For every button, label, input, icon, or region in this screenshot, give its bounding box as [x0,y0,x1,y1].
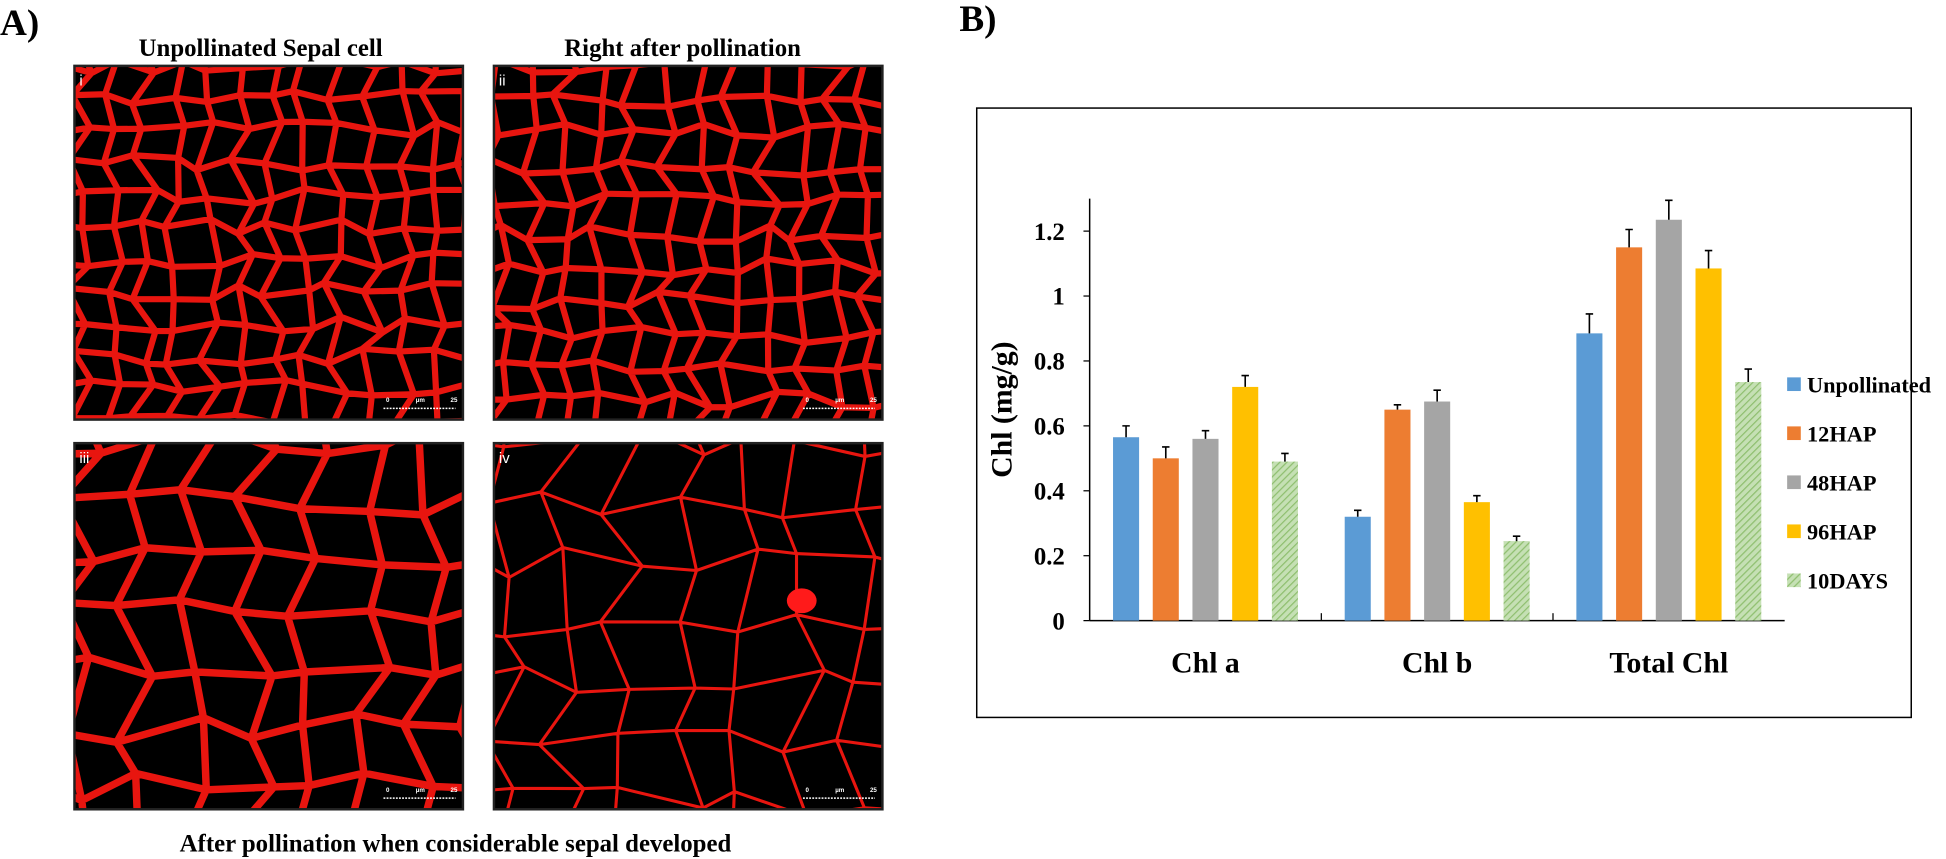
legend-label: 96HAP [1807,519,1876,544]
image-label: iv [499,451,510,467]
caption: After pollination when considerable sepa… [180,830,732,857]
error-bar [1201,429,1210,439]
red-blob [786,588,817,614]
bar [1735,382,1762,621]
bar [1576,333,1603,621]
error-bar [1473,494,1481,503]
error-bar [1512,535,1521,542]
bar [1232,386,1259,621]
bar [1271,461,1298,621]
chart: 0 0.2 0.4 0.6 0.8 1 1.2 Chl (mg/g) Chl a Chl b Tot… [985,198,1932,680]
error-bar [1241,374,1249,387]
y-tick-label: 0.2 [1034,543,1065,570]
error-bar [1354,509,1362,517]
error-bar [1704,249,1713,269]
bar [1655,219,1682,621]
cell-walls [74,65,463,420]
micrograph [74,443,463,810]
image-frame [492,441,884,811]
bar [1463,502,1490,621]
bar [1192,438,1219,621]
error-bar [1665,199,1673,220]
bar [1152,458,1179,621]
error-bar [1433,389,1441,402]
y-tick-label: 0.6 [1034,414,1065,441]
legend-label: 12HAP [1807,421,1876,446]
micrograph [493,443,883,810]
micrograph [493,65,883,420]
scale-bar-text: µm [416,397,426,404]
legend-label: Unpollinated [1807,372,1932,397]
cell-walls [493,65,883,420]
panel-a-label: A) [0,3,39,44]
bar [1616,247,1643,621]
y-tick-label: 0.4 [1034,478,1065,505]
micrographs: i 0 µm 25 ii 0 µm 25 iii 0 µm 25 iv 0 µm 25 [73,64,884,811]
bar [1384,409,1411,621]
image-label: ii [499,74,506,90]
scale-bar-text: µm [835,397,845,404]
bar [1424,401,1451,621]
image-bg [493,443,883,810]
error-bar [1585,313,1594,334]
scale-bar-text: 25 [451,787,458,794]
bar [1113,437,1140,621]
error-bar [1393,403,1402,410]
scale-bar-text: 25 [870,787,877,794]
error-bar [1625,228,1633,248]
bar [1503,541,1530,621]
x-tick-label: Total Chl [1609,647,1728,680]
scale-bar-text: 0 [805,787,809,794]
legend-swatch [1787,524,1801,539]
error-bar [1122,425,1130,438]
y-tick-label: 1 [1052,284,1064,311]
error-bar [1744,368,1752,383]
legend-swatch [1787,377,1801,392]
image-title: Unpollinated Sepal cell [139,35,383,62]
scale-bar-text: 0 [386,397,390,404]
scale-bar-text: µm [835,787,845,794]
cell-walls [493,443,883,810]
scale-bar-text: 0 [386,787,390,794]
image-title: Right after pollination [564,35,801,62]
scale-bar-text: 25 [451,397,458,404]
scale-bar-text: 0 [805,397,809,404]
y-tick-label: 0.8 [1034,349,1065,376]
x-tick-label: Chl b [1402,647,1472,680]
cell-walls [74,443,463,810]
image-label: i [79,74,82,90]
image-frame [492,64,884,421]
legend-swatch [1787,426,1801,441]
panel-b-label: B) [959,0,996,40]
y-axis-label: Chl (mg/g) [985,341,1018,477]
image-frame [73,64,465,421]
error-bar [1162,446,1170,459]
y-tick-label: 1.2 [1034,219,1065,246]
legend-swatch [1787,475,1801,490]
image-label: iii [79,451,89,467]
legend-swatch [1787,573,1801,588]
x-tick-label: Chl a [1171,647,1240,680]
bar [1344,516,1371,621]
image-frame [73,441,465,811]
micrograph [74,65,463,420]
chart-frame [975,107,1912,719]
bar [1695,268,1722,621]
error-bar [1281,452,1289,462]
scale-bar-text: µm [416,787,426,794]
scale-bar-text: 25 [870,397,877,404]
legend-label: 10DAYS [1807,568,1888,593]
legend-label: 48HAP [1807,470,1876,495]
y-tick-label: 0 [1052,608,1064,635]
